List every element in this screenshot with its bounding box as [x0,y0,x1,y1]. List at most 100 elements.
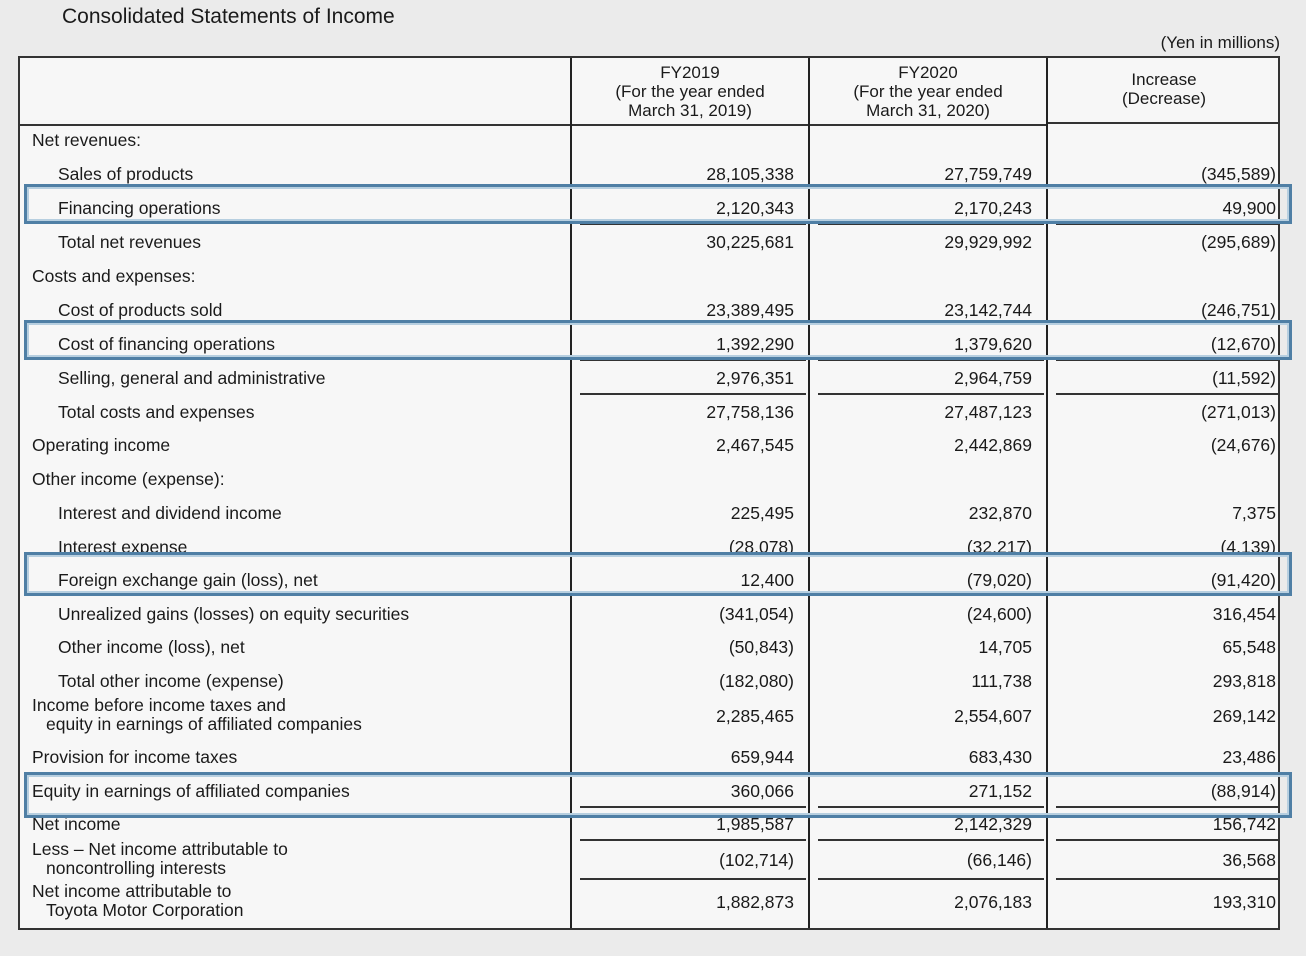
increase-value: 316,454 [1212,604,1276,624]
fy2019-value: 2,285,465 [716,706,794,726]
fy2019-value: 1,392,290 [716,334,794,354]
row-label-line: Operating income [32,435,171,455]
row-label-line: Unrealized gains (losses) on equity secu… [58,604,410,624]
fy2019-value: 30,225,681 [706,232,794,252]
underline-rule [1056,839,1278,841]
fy2020-value: 27,759,749 [944,164,1032,184]
header-line: Increase [1131,70,1197,89]
fy2020-value: 27,487,123 [944,402,1032,422]
fy2019-value: 12,400 [740,570,794,590]
row-label-line: Income before income taxes and [32,695,286,715]
table-row: Net revenues: [20,124,1278,158]
row-label-line: Costs and expenses: [32,266,196,286]
row-label-line: Foreign exchange gain (loss), net [58,570,318,590]
row-label-line: Total net revenues [58,232,202,252]
fy2019-value: 2,467,545 [716,435,794,455]
column-divider [808,58,810,928]
underline-rule [818,878,1044,880]
row-label: Interest and dividend income [58,503,282,524]
table-row: Provision for income taxes 659,944 683,430… [20,741,1278,775]
fy2019-value: 2,976,351 [716,368,794,388]
fy2020-value: 29,929,992 [944,232,1032,252]
increase-value: (295,689) [1201,232,1276,252]
highlight-box [24,320,1292,360]
fy2020-value: 111,738 [971,671,1032,691]
row-label: Sales of products [58,164,193,185]
fy2020-value: (24,600) [966,604,1032,624]
fy2020-value: 23,142,744 [944,300,1032,320]
fy2020-value: 2,142,329 [954,814,1032,834]
row-label: Selling, general and administrative [58,368,326,389]
underline-rule [1056,223,1278,225]
fy2020-value: (66,146) [966,850,1032,870]
row-label-line: Total costs and expenses [58,402,255,422]
increase-value: 49,900 [1222,198,1276,218]
row-label-line: Cost of financing operations [58,334,275,354]
row-label-line: Other income (loss), net [58,637,245,657]
row-label: Income before income taxes and equity in … [32,696,362,734]
row-label: Net income attributable to Toyota Motor C… [32,882,243,920]
row-label: Total costs and expenses [58,402,255,423]
row-label: Unrealized gains (losses) on equity secu… [58,604,409,625]
table-row: Net income attributable to Toyota Motor C… [20,882,1278,922]
row-label: Total net revenues [58,232,201,253]
table-row: Other income (expense): [20,463,1278,497]
row-label-line: Equity in earnings of affiliated compani… [32,781,350,801]
row-label-line: Less – Net income attributable to [32,839,288,859]
row-label: Financing operations [58,198,220,219]
increase-value: (12,670) [1210,334,1276,354]
table-row: Less – Net income attributable to noncont… [20,840,1278,880]
table-row: Total costs and expenses 27,758,136 27,487… [20,396,1278,430]
fy2019-value: 225,495 [730,503,794,523]
fy2019-value: 1,882,873 [716,892,794,912]
fy2020-value: 271,152 [968,781,1032,801]
statement-title: Consolidated Statements of Income [62,5,395,28]
table-row: Total other income (expense) (182,080) 111… [20,665,1278,699]
underline-rule [580,878,806,880]
table-row: Other income (loss), net (50,843) 14,705 65… [20,631,1278,665]
increase-value: (11,592) [1212,368,1276,388]
underline-rule [818,393,1044,395]
fy2019-value: 2,120,343 [716,198,794,218]
increase-value: 7,375 [1232,503,1276,523]
header-fy2020: FY2020 (For the year ended March 31, 2020) [810,58,1046,126]
row-label-line: Cost of products sold [58,300,223,320]
fy2019-value: (50,843) [728,637,794,657]
row-label: Costs and expenses: [32,266,195,287]
underline-rule [818,223,1044,225]
income-statement-table: FY2019 (For the year ended March 31, 2019)… [18,56,1280,930]
increase-value: 269,142 [1212,706,1276,726]
table-row: Equity in earnings of affiliated compani… [20,775,1278,809]
underline-rule [818,359,1044,361]
underline-rule [818,839,1044,841]
increase-value: 36,568 [1222,850,1276,870]
underline-rule [580,223,806,225]
fy2019-value: (102,714) [719,850,794,870]
row-label-line: Selling, general and administrative [58,368,326,388]
row-label: Less – Net income attributable to noncont… [32,840,288,878]
header-line: March 31, 2020) [866,100,990,120]
column-divider [570,58,572,928]
underline-rule [1056,393,1278,395]
underline-rule [580,393,806,395]
units-note: (Yen in millions) [1160,33,1280,52]
table-row: Income before income taxes and equity in … [20,696,1278,736]
table-row: Cost of products sold 23,389,495 23,142,74… [20,294,1278,328]
fy2019-value: 659,944 [730,747,794,767]
increase-value: (91,420) [1210,570,1276,590]
fy2020-value: (79,020) [966,570,1032,590]
underline-rule [580,806,806,808]
increase-value: 293,818 [1212,671,1276,691]
underline-rule [580,839,806,841]
table-row: Operating income 2,467,545 2,442,869 (24,67… [20,429,1278,463]
underline-rule [818,806,1044,808]
row-label-line: Sales of products [58,164,194,184]
increase-value: (88,914) [1210,781,1276,801]
underline-rule [1056,878,1278,880]
fy2020-value: 14,705 [978,637,1032,657]
fy2020-value: 2,964,759 [954,368,1032,388]
fy2020-value: 683,430 [968,747,1032,767]
row-label: Other income (loss), net [58,637,245,658]
table-row: Net income 1,985,587 2,142,329 156,742 [20,808,1278,842]
increase-value: (24,676) [1210,435,1276,455]
